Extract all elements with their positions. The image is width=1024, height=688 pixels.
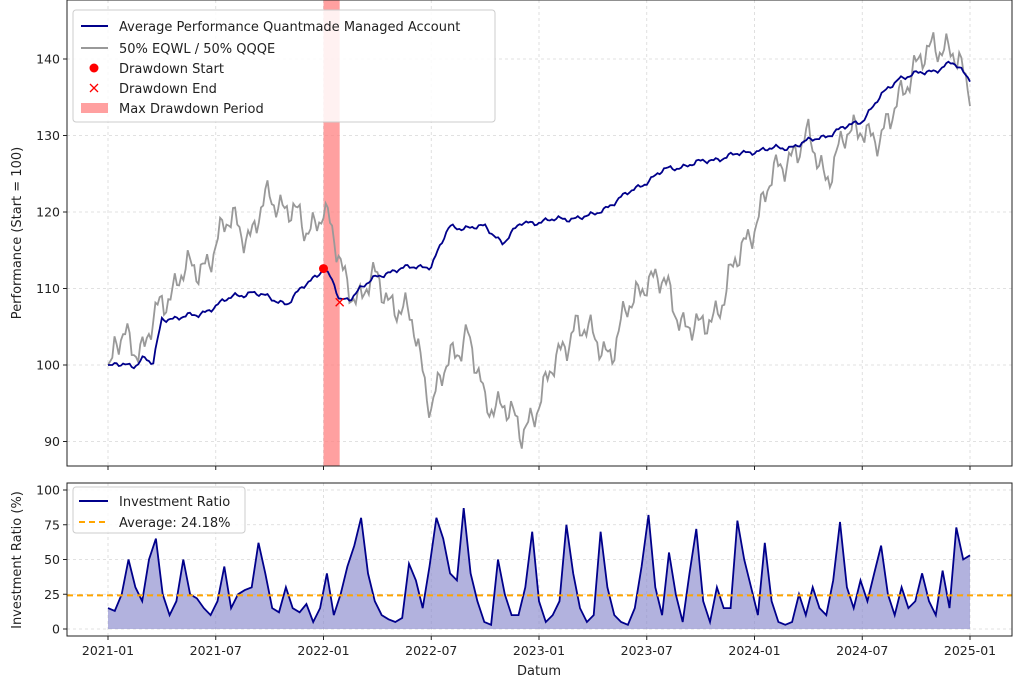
y-tick-label: 50 (44, 552, 60, 567)
y-tick-label: 90 (44, 434, 60, 449)
legend-drawdown-period: Max Drawdown Period (119, 102, 264, 117)
top-y-label: Performance (Start = 100) (10, 147, 25, 319)
drawdown-period-legend-icon (81, 103, 108, 113)
bottom-y-label: Investment Ratio (%) (10, 491, 25, 629)
bottom-legend: Investment Ratio Average: 24.18% (72, 486, 246, 534)
legend-drawdown-end: Drawdown End (119, 82, 217, 97)
x-tick-label: 2021-07 (190, 643, 242, 658)
legend-investment-ratio: Investment Ratio (119, 495, 230, 510)
y-tick-label: 140 (36, 52, 60, 67)
legend-average: Average: 24.18% (119, 516, 230, 531)
x-tick-label: 2023-07 (621, 643, 673, 658)
y-tick-label: 100 (36, 358, 60, 373)
investment-ratio-area (108, 508, 970, 629)
drawdown-start-legend-icon (89, 63, 99, 73)
y-tick-label: 25 (44, 587, 60, 602)
x-tick-label: 2024-01 (728, 643, 780, 658)
managed-account-line (108, 60, 971, 370)
legend-managed: Average Performance Quantmade Managed Ac… (119, 20, 460, 35)
y-tick-label: 130 (36, 128, 60, 143)
x-axis-label: Datum (517, 664, 561, 679)
benchmark-line (107, 32, 971, 449)
legend-benchmark: 50% EQWL / 50% QQQE (119, 42, 275, 57)
drawdown-start-marker (319, 264, 328, 274)
y-tick-label: 0 (52, 622, 60, 637)
y-tick-label: 120 (36, 205, 60, 220)
x-tick-label: 2023-01 (513, 643, 565, 658)
x-tick-label: 2024-07 (836, 643, 888, 658)
x-tick-label: 2021-01 (82, 643, 134, 658)
top-legend: Average Performance Quantmade Managed Ac… (72, 9, 496, 123)
x-tick-label: 2022-01 (297, 643, 349, 658)
investment-ratio-line (107, 508, 971, 627)
drawdown-end-marker (335, 297, 345, 307)
drawdown-end-legend-icon (89, 83, 99, 93)
y-tick-label: 110 (36, 281, 60, 296)
y-tick-label: 100 (36, 483, 60, 498)
y-tick-label: 75 (44, 517, 60, 532)
legend-drawdown-start: Drawdown Start (119, 62, 224, 77)
x-tick-label: 2022-07 (405, 643, 457, 658)
x-tick-label: 2025-01 (944, 643, 996, 658)
